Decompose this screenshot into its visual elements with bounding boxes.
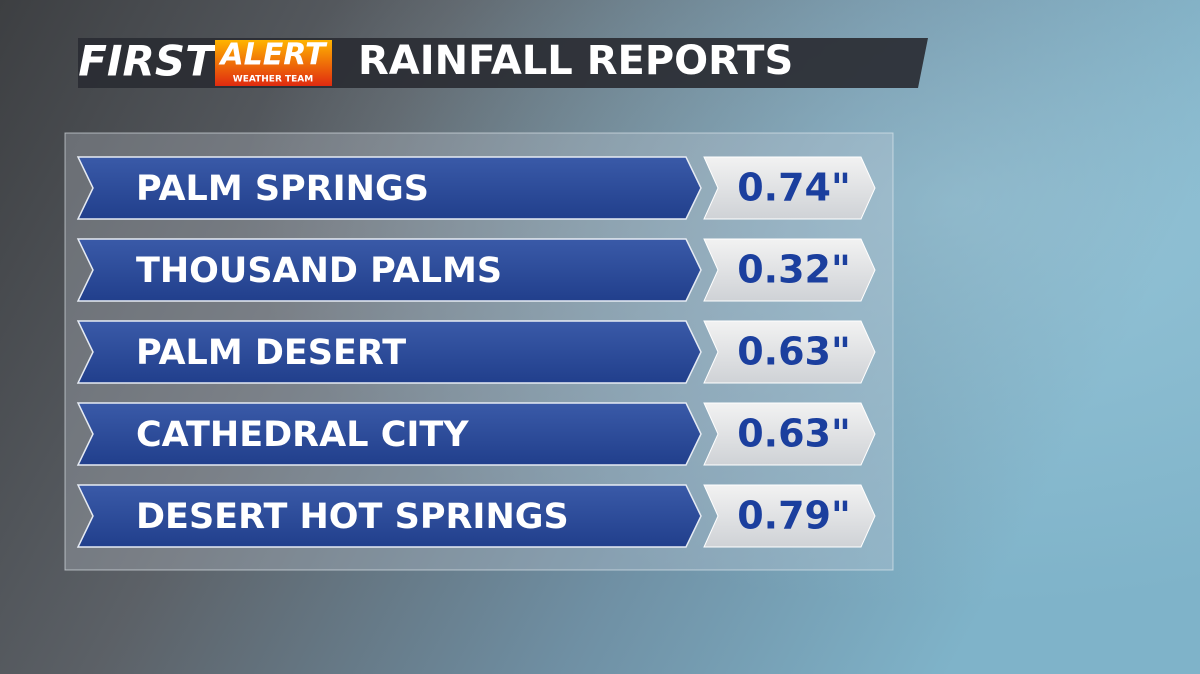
value-box [703, 484, 876, 548]
rows: PALM SPRINGS 0.74" THOUSAND PALMS 0.32" PALM… [76, 156, 876, 548]
value-box [703, 402, 876, 466]
value-box [703, 238, 876, 302]
team: WEATHER TEAM [233, 75, 313, 85]
alert-box [215, 40, 332, 86]
location-name: PALM DESERT [136, 333, 406, 373]
location-banner [76, 402, 702, 466]
rainfall-value: 0.32" [737, 248, 851, 292]
location-banner [76, 238, 702, 302]
location-banner [76, 156, 702, 220]
rainfall-value: 0.63" [737, 412, 851, 456]
title: RAINFALL REPORTS [358, 38, 793, 84]
rainfall-value: 0.63" [737, 330, 851, 374]
location-name: THOUSAND PALMS [136, 251, 502, 291]
value-box [703, 156, 876, 220]
alert: ALERT [218, 38, 328, 73]
rainfall-value: 0.79" [737, 494, 851, 538]
location-name: DESERT HOT SPRINGS [136, 497, 569, 537]
location-banner [76, 320, 702, 384]
location-name: PALM SPRINGS [136, 169, 429, 209]
rainfall-value: 0.74" [737, 166, 851, 210]
brand: FIRST [78, 37, 217, 86]
value-box [703, 320, 876, 384]
location-name: CATHEDRAL CITY [136, 415, 469, 455]
location-banner [76, 484, 702, 548]
